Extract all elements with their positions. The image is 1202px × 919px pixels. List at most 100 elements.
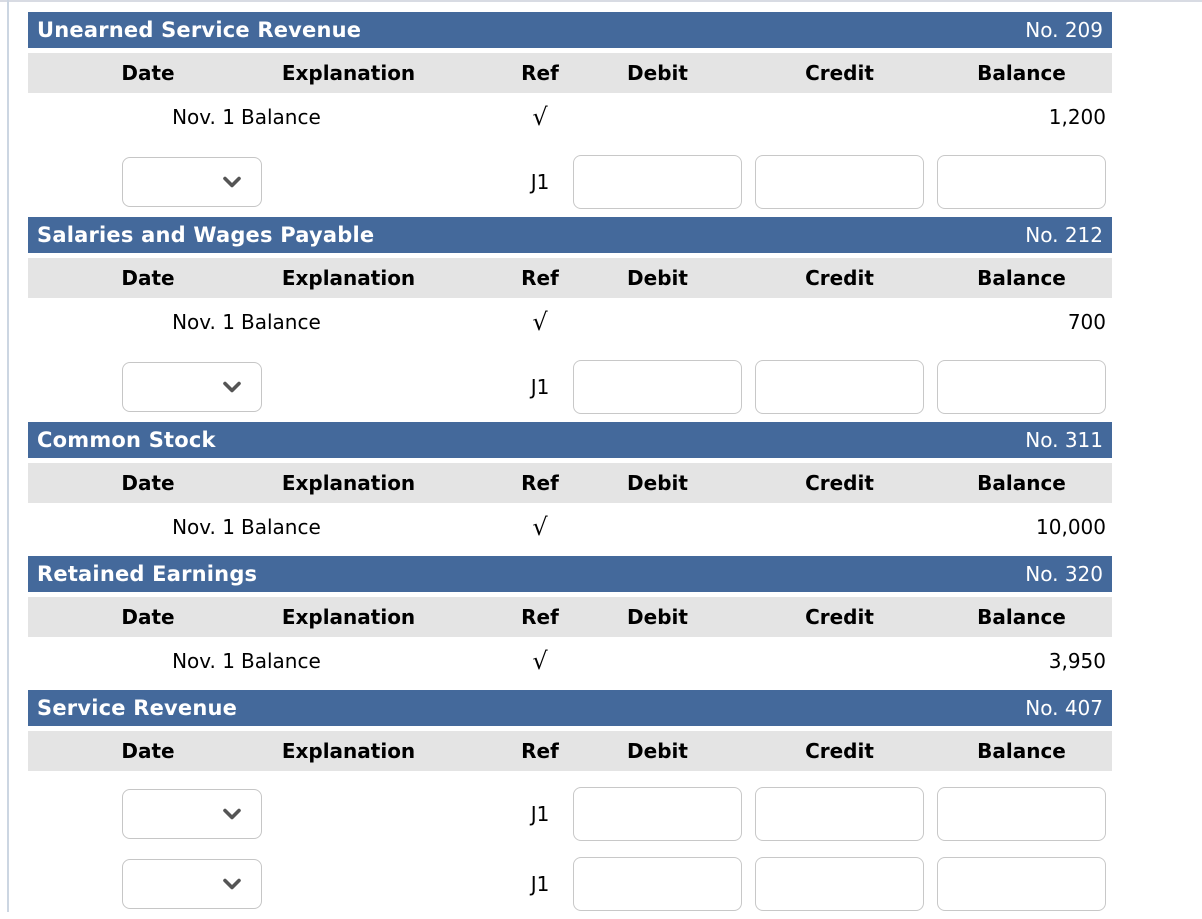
ref-label: J1 <box>530 375 550 399</box>
account-rows: Nov. 1 Balance √ 1,200 J1 <box>28 93 1112 209</box>
account-number: No. 311 <box>1025 428 1103 452</box>
account-number: No. 320 <box>1025 562 1103 586</box>
debit-input[interactable] <box>573 155 742 209</box>
date-cell: Nov. 1 <box>172 105 235 129</box>
column-header-credit: Credit <box>805 471 874 495</box>
column-header-ref: Ref <box>521 605 559 629</box>
debit-input[interactable] <box>573 787 742 841</box>
column-header-ref: Ref <box>521 266 559 290</box>
balance-input[interactable] <box>937 857 1106 911</box>
debit-input[interactable] <box>573 857 742 911</box>
explanation-cell: Balance <box>241 105 321 129</box>
opening-balance-row: Nov. 1 Balance √ 700 <box>28 298 1112 346</box>
column-header-date: Date <box>121 266 175 290</box>
column-header-debit: Debit <box>627 471 688 495</box>
column-header-debit: Debit <box>627 739 688 763</box>
column-header-credit: Credit <box>805 61 874 85</box>
balance-input[interactable] <box>937 360 1106 414</box>
balance-cell: 10,000 <box>1036 515 1106 539</box>
checkmark-icon: √ <box>532 647 548 675</box>
column-header-explanation: Explanation <box>281 61 416 85</box>
column-header-date: Date <box>121 471 175 495</box>
account-rows: Nov. 1 Balance √ 10,000 <box>28 503 1112 551</box>
column-header-row: Date Explanation Ref Debit Credit Balanc… <box>28 463 1112 503</box>
column-header-row: Date Explanation Ref Debit Credit Balanc… <box>28 258 1112 298</box>
ref-label: J1 <box>530 872 550 896</box>
date-select[interactable] <box>122 362 262 412</box>
date-select[interactable] <box>122 789 262 839</box>
debit-input[interactable] <box>573 360 742 414</box>
column-header-debit: Debit <box>627 605 688 629</box>
account-header-bar: Salaries and Wages Payable No. 212 <box>28 217 1112 253</box>
balance-cell: 700 <box>1067 310 1106 334</box>
account-header-bar: Unearned Service Revenue No. 209 <box>28 12 1112 48</box>
ledger-account-section: Salaries and Wages Payable No. 212 Date … <box>28 217 1112 414</box>
account-title: Salaries and Wages Payable <box>37 223 375 247</box>
checkmark-icon: √ <box>532 513 548 541</box>
balance-input[interactable] <box>937 155 1106 209</box>
checkmark-icon: √ <box>532 103 548 131</box>
balance-cell: 3,950 <box>1048 649 1106 673</box>
column-header-debit: Debit <box>627 61 688 85</box>
ref-label: J1 <box>530 802 550 826</box>
ledger-account-section: Common Stock No. 311 Date Explanation Re… <box>28 422 1112 551</box>
ledger-account-section: Retained Earnings No. 320 Date Explanati… <box>28 556 1112 685</box>
column-header-date: Date <box>121 739 175 763</box>
account-title: Common Stock <box>37 428 216 452</box>
date-cell: Nov. 1 <box>172 649 235 673</box>
account-header-bar: Service Revenue No. 407 <box>28 690 1112 726</box>
account-number: No. 209 <box>1025 18 1103 42</box>
balance-input[interactable] <box>937 787 1106 841</box>
journal-entry-row: J1 <box>28 787 1112 841</box>
column-header-ref: Ref <box>521 471 559 495</box>
account-rows: J1 J1 <box>28 787 1112 911</box>
credit-input[interactable] <box>755 360 924 414</box>
column-header-balance: Balance <box>977 266 1066 290</box>
account-title: Service Revenue <box>37 696 238 720</box>
column-header-debit: Debit <box>627 266 688 290</box>
account-number: No. 407 <box>1025 696 1103 720</box>
column-header-date: Date <box>121 605 175 629</box>
balance-cell: 1,200 <box>1048 105 1106 129</box>
ledger-accounts-panel: Unearned Service Revenue No. 209 Date Ex… <box>28 12 1112 919</box>
column-header-balance: Balance <box>977 61 1066 85</box>
credit-input[interactable] <box>755 857 924 911</box>
column-header-credit: Credit <box>805 605 874 629</box>
column-header-balance: Balance <box>977 605 1066 629</box>
journal-entry-row: J1 <box>28 155 1112 209</box>
account-title: Retained Earnings <box>37 562 258 586</box>
account-title: Unearned Service Revenue <box>37 18 362 42</box>
checkmark-icon: √ <box>532 308 548 336</box>
opening-balance-row: Nov. 1 Balance √ 10,000 <box>28 503 1112 551</box>
date-select-wrap <box>122 859 262 909</box>
ledger-account-section: Unearned Service Revenue No. 209 Date Ex… <box>28 12 1112 209</box>
account-header-bar: Common Stock No. 311 <box>28 422 1112 458</box>
column-header-date: Date <box>121 61 175 85</box>
account-header-bar: Retained Earnings No. 320 <box>28 556 1112 592</box>
column-header-credit: Credit <box>805 739 874 763</box>
credit-input[interactable] <box>755 787 924 841</box>
column-header-explanation: Explanation <box>281 266 416 290</box>
date-select-wrap <box>122 362 262 412</box>
ref-label: J1 <box>530 170 550 194</box>
credit-input[interactable] <box>755 155 924 209</box>
page-top-divider <box>0 0 1202 2</box>
account-rows: Nov. 1 Balance √ 3,950 <box>28 637 1112 685</box>
date-select[interactable] <box>122 157 262 207</box>
explanation-cell: Balance <box>241 310 321 334</box>
explanation-cell: Balance <box>241 515 321 539</box>
date-select-wrap <box>122 789 262 839</box>
column-header-explanation: Explanation <box>281 605 416 629</box>
left-panel-divider <box>7 0 9 912</box>
date-cell: Nov. 1 <box>172 310 235 334</box>
column-header-explanation: Explanation <box>281 471 416 495</box>
column-header-ref: Ref <box>521 61 559 85</box>
date-select[interactable] <box>122 859 262 909</box>
account-rows: Nov. 1 Balance √ 700 J1 <box>28 298 1112 414</box>
journal-entry-row: J1 <box>28 360 1112 414</box>
column-header-balance: Balance <box>977 739 1066 763</box>
explanation-cell: Balance <box>241 649 321 673</box>
opening-balance-row: Nov. 1 Balance √ 3,950 <box>28 637 1112 685</box>
ledger-account-section: Service Revenue No. 407 Date Explanation… <box>28 690 1112 911</box>
opening-balance-row: Nov. 1 Balance √ 1,200 <box>28 93 1112 141</box>
